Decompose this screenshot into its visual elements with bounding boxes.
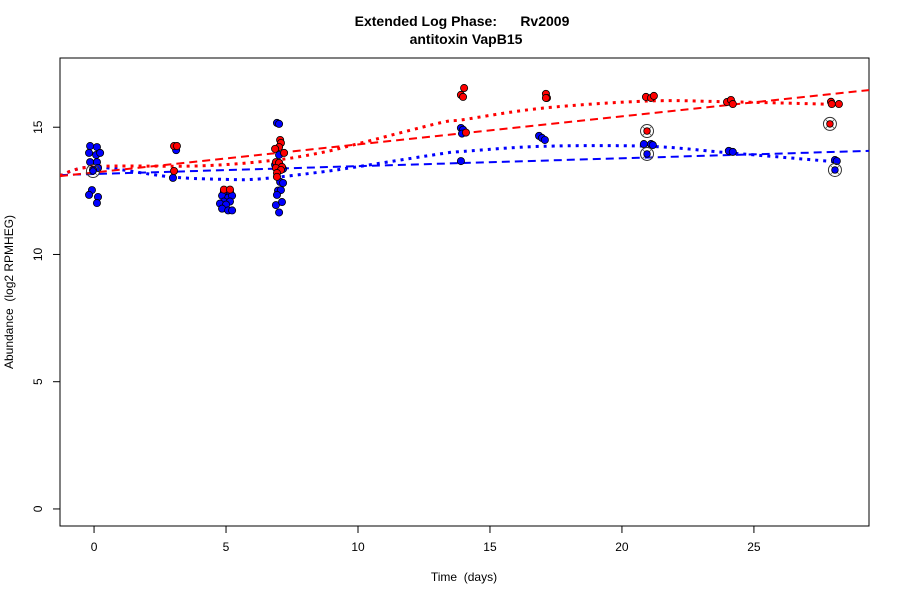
data-point [831,166,839,174]
data-point [228,206,237,215]
data-point [277,198,286,207]
data-point [275,208,284,217]
data-point [96,148,105,157]
chart-subtitle: antitoxin VapB15 [410,31,523,47]
data-point [648,141,657,150]
data-point [85,190,94,199]
x-tick-label: 5 [223,540,230,554]
data-point [834,100,843,109]
data-point [643,150,651,158]
data-point [89,167,97,175]
x-axis-label: Time (days) [431,570,497,584]
data-point [85,148,94,157]
highlight-ring [822,116,837,131]
data-point [279,178,288,187]
highlight-ring [85,163,100,178]
data-point [275,119,284,128]
data-point [540,135,549,144]
data-points [85,84,843,217]
data-point [168,173,177,182]
smooth-fit-line [60,99,834,178]
data-point [92,199,101,208]
highlight-ring [827,162,842,177]
y-axis-label: Abundance (log2 RPMHEG) [2,215,16,369]
data-point [459,92,468,101]
data-point [460,84,469,93]
x-tick-label: 10 [351,540,365,554]
highlighted-point [640,146,655,161]
data-point [639,140,648,149]
data-point [280,148,289,157]
x-tick-label: 15 [483,540,497,554]
y-tick-label: 15 [31,120,45,134]
linear-fit-line [60,149,869,177]
x-tick-label: 0 [91,540,98,554]
data-point [271,144,280,153]
data-point [170,166,179,175]
highlighted-point [85,163,100,178]
data-point [728,147,737,156]
highlighted-point [640,124,655,139]
data-point [541,93,550,102]
highlight-ring [640,146,655,161]
data-point [456,157,465,166]
x-tick-label: 25 [747,540,761,554]
data-point [649,91,658,100]
y-tick-label: 0 [31,505,45,512]
data-point [86,142,95,151]
highlighted-point [822,116,837,131]
axes: 0 5 10 15 20 25 0 5 10 15 [31,120,761,554]
data-point [272,172,281,181]
data-point [272,190,281,199]
highlight-ring [640,124,655,139]
y-tick-label: 10 [31,247,45,261]
chart-title: Extended Log Phase: Rv2009 [355,13,570,29]
data-point [832,157,841,166]
data-point [643,127,651,135]
data-point [172,142,181,151]
data-point [827,100,836,109]
data-point [461,128,470,137]
data-point [225,185,234,194]
data-point [728,100,737,109]
x-tick-label: 20 [615,540,629,554]
y-tick-label: 5 [31,378,45,385]
highlighted-point [827,162,842,177]
data-point [826,120,834,128]
